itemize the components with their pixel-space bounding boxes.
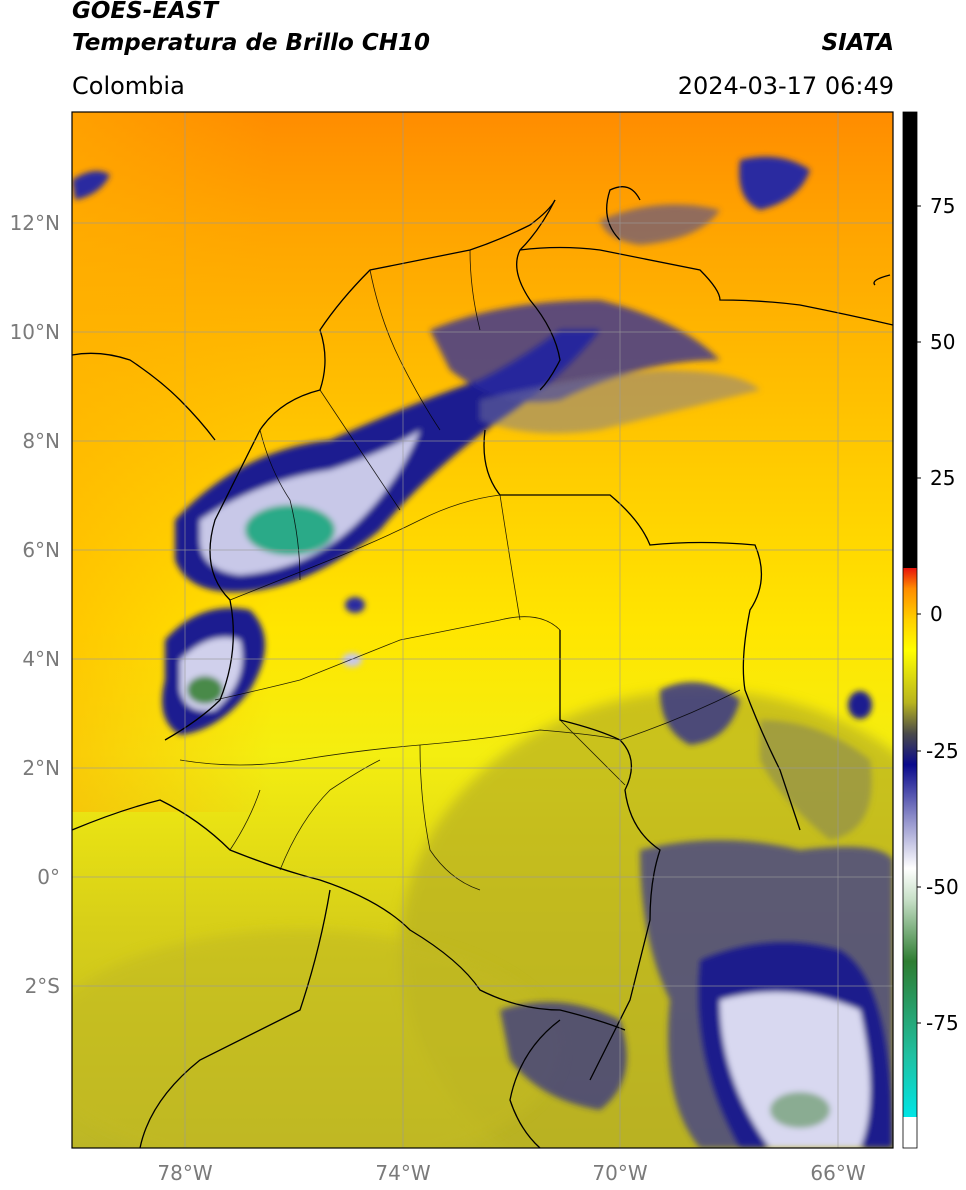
satellite-title: GOES-EAST: [72, 0, 219, 24]
colorbar-tick-label: 25: [930, 466, 955, 490]
graticule: [72, 112, 893, 1148]
product-title: Temperatura de Brillo CH10: [72, 30, 430, 56]
lat-tick-label: 12°N: [10, 211, 60, 235]
lat-tick-label: 0°: [37, 865, 60, 889]
lat-tick-label: 2°N: [22, 756, 60, 780]
colorbar-tick-label: 0: [930, 602, 943, 626]
colorbar-tick-label: 50: [930, 330, 955, 354]
region-label: Colombia: [72, 72, 185, 100]
colorbar-tick-label: -25: [926, 739, 959, 763]
brightness-temperature-field: [72, 112, 893, 1148]
boundaries: [72, 186, 893, 1148]
lat-tick-label: 2°S: [25, 974, 60, 998]
lon-tick-label: 78°W: [157, 1161, 212, 1185]
colorbar-tick-label: -50: [926, 875, 959, 899]
agency-label: SIATA: [821, 30, 894, 56]
map-frame: [71, 111, 894, 1149]
lat-tick-label: 4°N: [22, 647, 60, 671]
lon-tick-label: 66°W: [810, 1161, 865, 1185]
colorbar-tick-label: 75: [930, 194, 955, 218]
lon-tick-label: 70°W: [592, 1161, 647, 1185]
lat-tick-label: 10°N: [10, 320, 60, 344]
datetime-label: 2024-03-17 06:49: [677, 72, 894, 100]
colorbar-tick-label: -75: [926, 1011, 959, 1035]
lon-tick-label: 74°W: [375, 1161, 430, 1185]
colorbar: 75 50 25 0 -25 -50 -75: [902, 111, 959, 1149]
lat-tick-label: 8°N: [22, 429, 60, 453]
lat-tick-label: 6°N: [22, 538, 60, 562]
